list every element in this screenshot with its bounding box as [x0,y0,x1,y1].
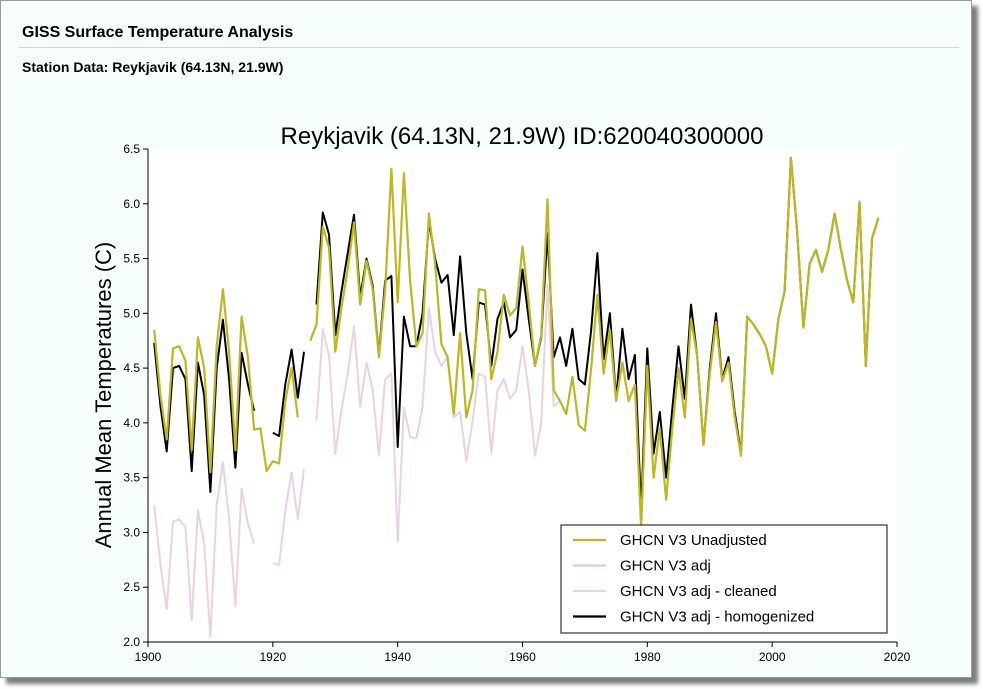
y-tick-label: 4.5 [123,361,140,375]
legend: GHCN V3 Unadjusted GHCN V3 adj GHCN V3 adj… [560,524,888,634]
legend-label-0: GHCN V3 Unadjusted [620,532,767,549]
station-subtitle: Station Data: Reykjavik (64.13N, 21.9W) [22,59,284,75]
x-tick-label: 1940 [384,650,411,664]
x-tick-label: 1980 [634,650,661,664]
y-tick-label: 6.5 [123,142,140,156]
y-tick-label: 3.5 [123,471,140,485]
y-tick-label: 6.0 [123,197,140,211]
y-tick-label: 3.0 [123,525,140,539]
series-line-0 [153,156,880,529]
y-tick-label: 5.0 [123,306,140,320]
y-tick-label: 4.0 [123,416,140,430]
x-tick-label: 2020 [884,650,911,664]
y-tick-label: 2.5 [123,580,140,594]
x-tick-label: 2000 [759,650,786,664]
y-axis-label: Annual Mean Temperatures (C) [91,242,116,549]
title-divider [19,47,959,48]
chart-title: Reykjavik (64.13N, 21.9W) ID:62004030000… [281,123,764,150]
x-tick-label: 1900 [135,650,162,664]
legend-box [560,524,888,634]
x-tick-label: 1920 [259,650,286,664]
legend-label-3: GHCN V3 adj - homogenized [620,609,814,626]
y-tick-label: 2.0 [123,635,140,649]
series-line-2 [153,283,561,638]
axes: 2.0 2.5 3.0 3.5 4.0 4.5 5.0 5.5 6.0 6.5 1900 1920 19… [123,142,910,664]
legend-label-1: GHCN V3 adj [620,558,711,575]
x-tick-label: 1960 [509,650,536,664]
y-tick-label: 5.5 [123,252,140,266]
series-layer [153,156,880,638]
page-title: GISS Surface Temperature Analysis [22,24,294,41]
legend-label-2: GHCN V3 adj - cleaned [620,583,777,600]
